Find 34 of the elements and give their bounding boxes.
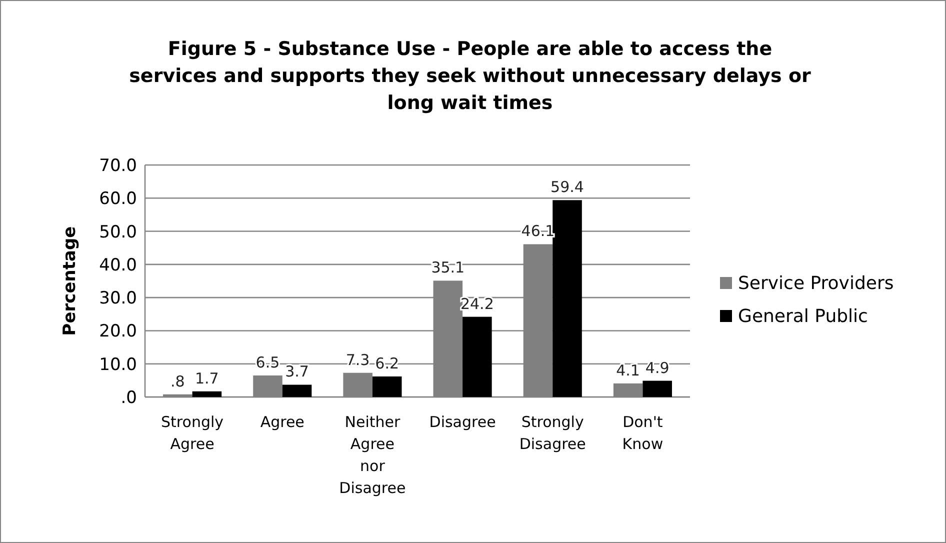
data-label: .8 [170, 372, 185, 390]
bar [372, 376, 402, 397]
x-tick-label: Strongly Disagree [519, 413, 586, 453]
data-label: 6.2 [375, 354, 400, 372]
bar [282, 384, 312, 397]
data-label: 59.4 [550, 178, 584, 196]
y-tick-label: 50.0 [99, 222, 137, 242]
x-tick-label: Strongly Agree [161, 413, 224, 453]
y-tick-label: .0 [120, 388, 137, 408]
bar [192, 391, 222, 397]
data-label: 3.7 [285, 362, 309, 381]
data-label: 7.3 [346, 350, 370, 369]
bar [462, 316, 492, 397]
data-label: 35.1 [431, 258, 465, 277]
legend-label: Service Providers [738, 273, 894, 294]
x-tick-label: Agree [260, 413, 304, 431]
x-tick-label: Neither Agree nor Disagree [339, 413, 406, 497]
data-label: 4.9 [645, 358, 670, 377]
data-label: 4.1 [616, 361, 640, 380]
y-tick-label: 70.0 [99, 156, 137, 176]
y-tick-label: 40.0 [99, 255, 137, 276]
data-label: 6.5 [256, 353, 280, 372]
bar [552, 200, 582, 397]
chart-title: Figure 5 - Substance Use - People are able to access the services and supports they seek without unnecessary delays or long wait times [129, 38, 812, 114]
y-tick-label: 10.0 [99, 354, 137, 375]
y-tick-label: 30.0 [99, 288, 137, 309]
bar [642, 380, 672, 397]
y-axis-title: Percentage [60, 226, 80, 336]
legend-label: General Public [738, 306, 868, 327]
data-label: 1.7 [195, 369, 219, 388]
x-tick-label: Disagree [429, 413, 496, 431]
y-tick-label: 20.0 [99, 322, 137, 342]
y-tick-label: 60.0 [99, 189, 137, 210]
x-tick-label: Don't Know [622, 413, 664, 453]
